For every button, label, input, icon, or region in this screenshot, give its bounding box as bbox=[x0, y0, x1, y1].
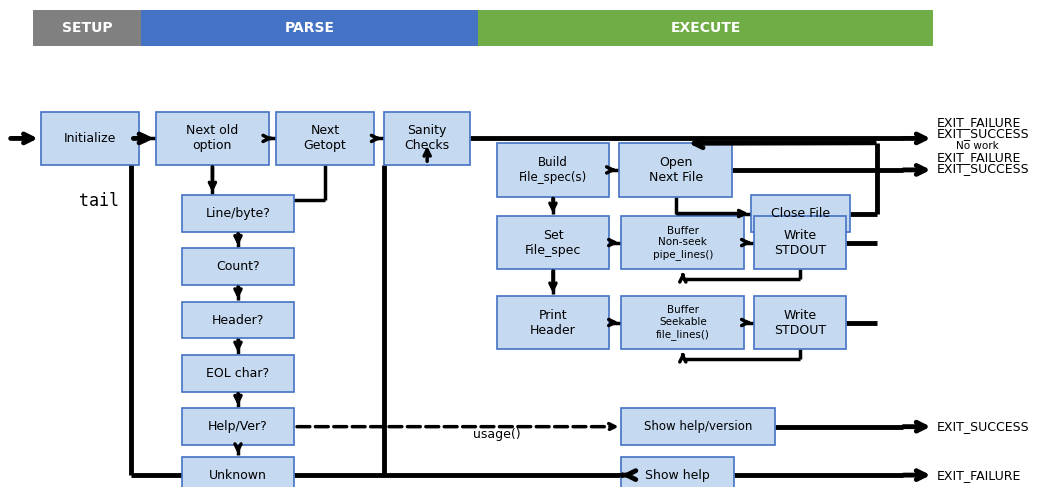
Text: EXIT_SUCCESS: EXIT_SUCCESS bbox=[937, 162, 1029, 175]
FancyBboxPatch shape bbox=[497, 143, 609, 196]
Text: EXECUTE: EXECUTE bbox=[671, 21, 741, 35]
FancyBboxPatch shape bbox=[620, 143, 732, 196]
FancyBboxPatch shape bbox=[479, 10, 933, 47]
FancyBboxPatch shape bbox=[156, 112, 269, 165]
Text: EXIT_FAILURE: EXIT_FAILURE bbox=[937, 468, 1021, 482]
Text: Unknown: Unknown bbox=[209, 468, 267, 482]
FancyBboxPatch shape bbox=[141, 10, 479, 47]
FancyBboxPatch shape bbox=[754, 216, 846, 269]
Text: Buffer
Non-seek
pipe_lines(): Buffer Non-seek pipe_lines() bbox=[653, 225, 713, 260]
Text: EXIT_FAILURE: EXIT_FAILURE bbox=[937, 151, 1021, 164]
FancyBboxPatch shape bbox=[182, 408, 294, 445]
FancyBboxPatch shape bbox=[34, 10, 141, 47]
FancyBboxPatch shape bbox=[182, 302, 294, 339]
FancyBboxPatch shape bbox=[622, 216, 744, 269]
Text: Next
Getopt: Next Getopt bbox=[303, 124, 346, 152]
Text: Close File: Close File bbox=[771, 207, 830, 220]
Text: Write
STDOUT: Write STDOUT bbox=[774, 309, 826, 337]
FancyBboxPatch shape bbox=[497, 216, 609, 269]
Text: EXIT_FAILURE: EXIT_FAILURE bbox=[937, 117, 1021, 129]
Text: EOL char?: EOL char? bbox=[207, 367, 270, 380]
FancyBboxPatch shape bbox=[41, 112, 139, 165]
Text: Count?: Count? bbox=[216, 260, 259, 273]
Text: No work: No work bbox=[956, 141, 999, 151]
FancyBboxPatch shape bbox=[182, 195, 294, 232]
FancyBboxPatch shape bbox=[754, 296, 846, 349]
Text: Write
STDOUT: Write STDOUT bbox=[774, 228, 826, 257]
FancyBboxPatch shape bbox=[384, 112, 470, 165]
FancyBboxPatch shape bbox=[182, 457, 294, 490]
Text: Sanity
Checks: Sanity Checks bbox=[404, 124, 449, 152]
Text: Set
File_spec: Set File_spec bbox=[525, 228, 581, 257]
FancyBboxPatch shape bbox=[182, 248, 294, 285]
Text: Help/Ver?: Help/Ver? bbox=[208, 420, 268, 433]
FancyBboxPatch shape bbox=[182, 355, 294, 392]
FancyBboxPatch shape bbox=[622, 457, 734, 490]
Text: Line/byte?: Line/byte? bbox=[206, 207, 271, 220]
Text: SETUP: SETUP bbox=[62, 21, 112, 35]
Text: Show help/version: Show help/version bbox=[644, 420, 753, 433]
Text: EXIT_SUCCESS: EXIT_SUCCESS bbox=[937, 127, 1029, 140]
FancyBboxPatch shape bbox=[622, 296, 744, 349]
Text: EXIT_SUCCESS: EXIT_SUCCESS bbox=[937, 420, 1029, 433]
Text: Next old
option: Next old option bbox=[186, 124, 238, 152]
Text: Build
File_spec(s): Build File_spec(s) bbox=[519, 156, 587, 184]
Text: Header?: Header? bbox=[212, 314, 265, 327]
Text: tail: tail bbox=[80, 192, 120, 210]
Text: usage(): usage() bbox=[474, 428, 521, 441]
Text: Buffer
Seekable
file_lines(): Buffer Seekable file_lines() bbox=[656, 305, 710, 340]
FancyBboxPatch shape bbox=[276, 112, 374, 165]
Text: Print
Header: Print Header bbox=[530, 309, 575, 337]
Text: Open
Next File: Open Next File bbox=[649, 156, 702, 184]
Text: Initialize: Initialize bbox=[63, 132, 116, 145]
FancyBboxPatch shape bbox=[622, 408, 775, 445]
Text: Show help: Show help bbox=[646, 468, 710, 482]
Text: PARSE: PARSE bbox=[285, 21, 335, 35]
FancyBboxPatch shape bbox=[497, 296, 609, 349]
FancyBboxPatch shape bbox=[752, 195, 849, 232]
